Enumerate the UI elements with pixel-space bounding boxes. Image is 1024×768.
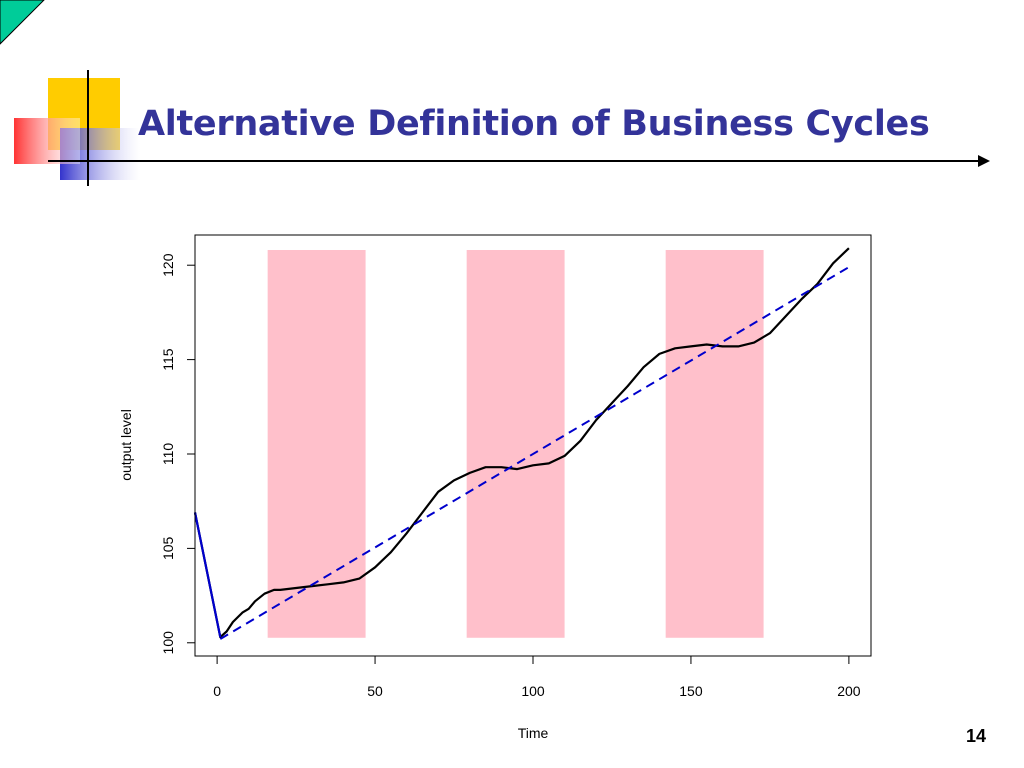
slide-title: Alternative Definition of Business Cycle… [138,104,930,144]
corner-triangle-decoration [0,0,45,45]
x-tick-label: 150 [679,683,703,699]
x-tick-label: 200 [837,683,861,699]
x-tick-label: 50 [367,683,383,699]
series-line-1 [193,247,850,639]
y-tick-label: 110 [160,443,176,466]
shaded-region-3 [665,250,764,638]
x-tick-label: 100 [521,683,545,699]
y-tick-label: 120 [160,253,176,277]
y-axis-label: output level [118,409,134,481]
shaded-region-1 [267,250,366,638]
series-line-3 [193,512,222,638]
slide-logo-decoration [14,70,140,186]
y-tick-label: 100 [160,631,176,655]
x-axis-label: Time [518,725,549,741]
x-tick-label: 0 [213,683,221,699]
y-axis: 100 105 110 115 120 [160,253,196,655]
title-underline-arrow [48,155,990,167]
y-tick-label: 115 [160,348,176,371]
chart-series [193,247,850,640]
page-number: 14 [965,726,986,746]
recession-shaded-regions [267,250,764,638]
x-axis: 0 50 100 150 200 [213,655,861,699]
y-tick-label: 105 [160,536,176,560]
series-line-2 [219,266,850,640]
